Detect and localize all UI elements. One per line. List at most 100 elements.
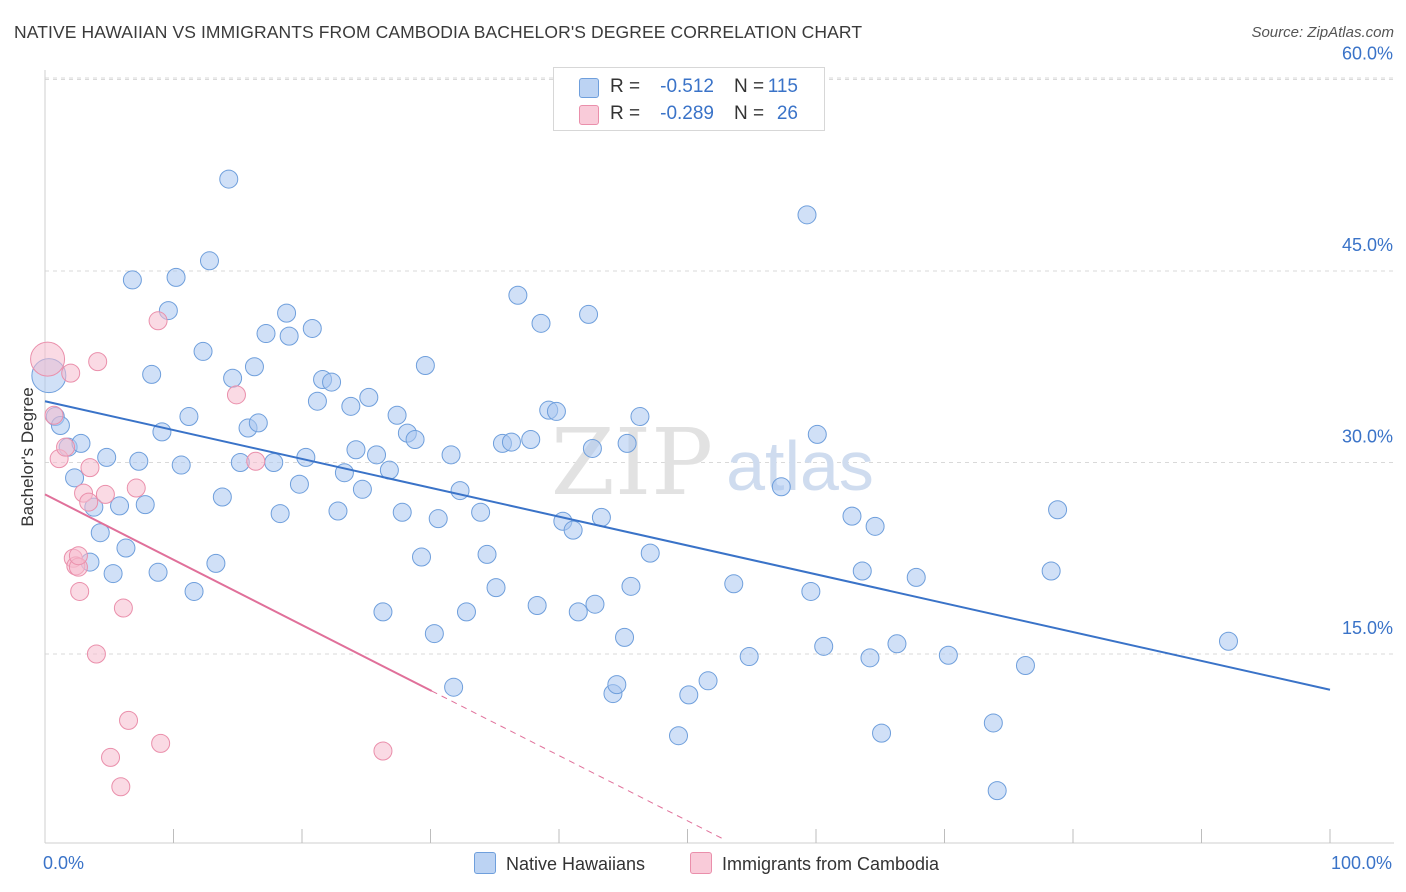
point-native-hawaiian [219,169,239,189]
point-native-hawaiian [801,581,821,601]
point-cambodia [111,777,131,797]
point-native-hawaiian [1015,655,1035,675]
point-cambodia [79,492,99,512]
stats-legend: R = -0.512 N = 115 R = -0.289 N = 26 [553,67,825,131]
point-native-hawaiian [531,313,551,333]
point-native-hawaiian [277,303,297,323]
legend-label-cambodia: Immigrants from Cambodia [722,854,940,874]
point-native-hawaiian [264,453,284,472]
point-native-hawaiian [1041,561,1061,581]
point-native-hawaiian [582,438,602,458]
legend-swatch-blue [579,78,599,98]
point-native-hawaiian [865,516,885,536]
watermark-zip: ZIP [551,409,713,516]
point-native-hawaiian [698,671,718,691]
point-native-hawaiian [405,430,425,450]
legend-swatch-blue [474,852,496,874]
points-layer [30,169,1238,801]
series-2 [30,311,393,797]
point-cambodia [70,581,90,601]
point-native-hawaiian [129,451,149,471]
point-native-hawaiian [148,562,168,582]
source-credit: Source: ZipAtlas.com [1251,24,1394,41]
point-native-hawaiian [428,509,448,529]
legend-n-label: N = [734,103,765,124]
legend-row-native-hawaiians: R = -0.512 N = 115 [554,74,824,102]
point-cambodia [151,733,171,753]
point-native-hawaiian [987,781,1007,801]
point-native-hawaiian [116,538,136,558]
point-native-hawaiian [527,595,547,615]
point-native-hawaiian [607,675,627,695]
point-cambodia [86,644,106,664]
point-native-hawaiian [184,581,204,601]
point-native-hawaiian [771,477,791,497]
point-native-hawaiian [270,504,290,524]
point-native-hawaiian [359,387,379,407]
point-native-hawaiian [110,496,130,516]
y-tick-label: 60.0% [1342,44,1393,64]
point-native-hawaiian [852,561,872,581]
point-native-hawaiian [501,432,521,452]
point-native-hawaiian [193,341,213,361]
point-native-hawaiian [166,267,186,287]
point-native-hawaiian [456,602,476,622]
watermark-atlas: atlas [726,427,874,505]
point-native-hawaiian [302,318,322,338]
legend-r-label: R = [610,103,641,124]
y-tick-label: 45.0% [1342,235,1393,255]
point-cambodia [30,341,66,377]
point-native-hawaiian [477,544,497,564]
legend-item-cambodia[interactable]: Immigrants from Cambodia [690,852,939,875]
point-native-hawaiian [807,424,827,444]
point-native-hawaiian [983,713,1003,733]
y-tick-label: 30.0% [1342,427,1393,447]
legend-item-native-hawaiians[interactable]: Native Hawaiians [474,852,645,875]
point-native-hawaiian [206,553,226,573]
point-native-hawaiian [412,547,432,567]
point-native-hawaiian [546,401,566,421]
x-tick-label: 0.0% [43,853,84,873]
point-native-hawaiian [1048,500,1068,520]
point-native-hawaiian [621,576,641,596]
point-cambodia [61,363,81,383]
point-native-hawaiian [103,564,123,584]
chart-title: NATIVE HAWAIIAN VS IMMIGRANTS FROM CAMBO… [14,22,863,42]
point-native-hawaiian [142,364,162,384]
point-native-hawaiian [199,251,219,271]
trend-line-cambodia [44,493,433,692]
point-native-hawaiian [392,502,412,522]
point-native-hawaiian [135,495,155,515]
point-cambodia [119,710,139,730]
point-native-hawaiian [415,355,435,375]
point-cambodia [101,747,121,767]
point-native-hawaiian [521,430,541,450]
point-native-hawaiian [568,602,588,622]
point-native-hawaiian [797,205,817,225]
point-native-hawaiian [563,520,583,540]
point-native-hawaiian [842,506,862,526]
point-native-hawaiian [248,413,268,433]
point-native-hawaiian [591,507,611,527]
point-native-hawaiian [579,304,599,324]
legend-n-label: N = [734,76,765,97]
point-native-hawaiian [615,627,635,647]
point-native-hawaiian [289,474,309,494]
point-native-hawaiian [387,405,407,425]
point-native-hawaiian [679,685,699,705]
legend-n-value: 26 [776,103,798,124]
point-native-hawaiian [256,324,276,344]
trend-line-native-hawaiians [44,400,1331,691]
point-native-hawaiian [938,645,958,665]
point-native-hawaiian [122,270,142,290]
point-native-hawaiian [860,648,880,668]
point-native-hawaiian [179,407,199,427]
point-native-hawaiian [471,502,491,522]
point-native-hawaiian [244,357,264,377]
point-native-hawaiian [508,285,528,305]
point-native-hawaiian [346,440,366,460]
y-tick-label: 15.0% [1342,618,1393,638]
point-cambodia [126,478,146,498]
point-native-hawaiian [887,634,907,654]
point-native-hawaiian [424,624,444,644]
